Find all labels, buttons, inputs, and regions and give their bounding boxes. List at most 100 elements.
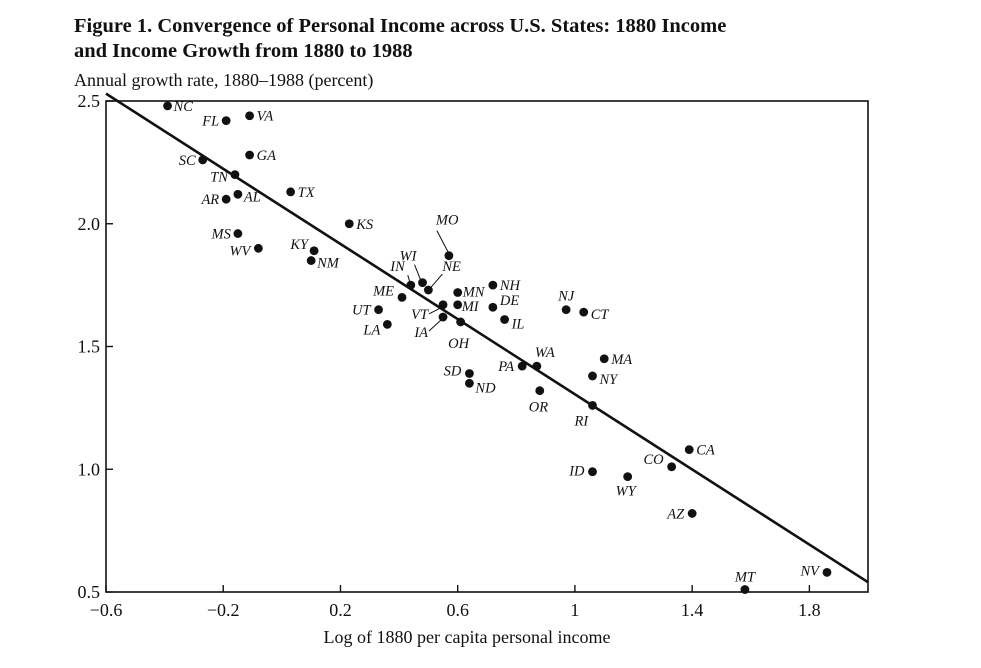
point-label-sc: SC	[179, 153, 196, 169]
point-label-nv: NV	[799, 563, 821, 579]
point-label-wv: WV	[229, 243, 252, 259]
data-point-wy	[623, 472, 633, 482]
point-label-la: LA	[362, 322, 380, 338]
point-label-wa: WA	[535, 345, 555, 361]
data-point-ny	[588, 371, 597, 381]
data-point-fl	[221, 116, 231, 126]
data-point-ky	[309, 246, 319, 256]
point-label-pa: PA	[497, 359, 514, 375]
point-label-va: VA	[257, 109, 274, 125]
data-point-ga	[245, 150, 255, 160]
y-tick-label: 0.5	[78, 582, 101, 602]
data-point-nj	[561, 305, 571, 315]
regression-line	[105, 92, 869, 584]
leader-line	[430, 273, 443, 289]
data-point-nh	[488, 280, 498, 290]
data-point-me	[397, 293, 407, 302]
data-point-ia	[438, 312, 448, 322]
figure-title-line-2: and Income Growth from 1880 to 1988	[74, 40, 413, 62]
data-point-nc	[163, 101, 172, 111]
point-label-ks: KS	[355, 217, 374, 233]
point-label-ar: AR	[200, 192, 219, 208]
point-label-co: CO	[643, 452, 664, 468]
data-point-tn	[230, 170, 240, 180]
point-label-wi: WI	[400, 249, 418, 265]
axis-ticks: −0.6 −0.2 0.2 0.6 1 1.4 1.8 0.5 1.0 1.5 2.0 2.5	[78, 91, 821, 620]
point-label-me: ME	[372, 283, 394, 299]
point-label-mo: MO	[435, 213, 459, 229]
x-tick-label: −0.2	[207, 600, 240, 620]
point-label-mi: MI	[461, 299, 480, 315]
y-tick-label: 2.5	[78, 91, 101, 111]
data-point-la	[382, 320, 392, 329]
data-point-vt	[438, 300, 448, 310]
point-label-oh: OH	[448, 336, 470, 352]
leader-line	[407, 274, 411, 283]
point-label-ma: MA	[610, 352, 632, 368]
data-point-id	[588, 467, 597, 477]
data-point-va	[245, 111, 255, 121]
data-point-tx	[286, 187, 296, 197]
data-point-ar	[221, 194, 231, 204]
point-label-id: ID	[568, 464, 585, 480]
y-tick-label: 1.5	[78, 337, 101, 357]
point-label-nj: NJ	[557, 289, 575, 305]
point-label-nm: NM	[316, 256, 340, 272]
point-label-mn: MN	[462, 284, 486, 300]
point-label-il: IL	[511, 316, 525, 332]
x-tick-label: −0.6	[90, 600, 123, 620]
data-point-pa	[517, 361, 527, 371]
data-point-or	[535, 386, 545, 396]
data-point-ut	[374, 305, 383, 315]
point-label-wy: WY	[616, 484, 638, 500]
data-point-nm	[306, 256, 316, 265]
x-tick-label: 0.6	[446, 600, 469, 620]
point-label-ri: RI	[574, 413, 590, 429]
data-point-ma	[599, 354, 609, 364]
data-point-ct	[579, 307, 589, 317]
data-point-al	[233, 189, 243, 199]
data-point-ms	[233, 229, 243, 238]
point-label-az: AZ	[666, 506, 685, 522]
point-label-ms: MS	[211, 227, 232, 243]
x-axis-title: Log of 1880 per capita personal income	[324, 627, 611, 647]
point-label-ia: IA	[413, 325, 428, 341]
data-point-mt	[740, 585, 750, 594]
point-label-ga: GA	[257, 148, 276, 164]
leader-line	[428, 307, 442, 315]
x-tick-label: 0.2	[329, 600, 352, 620]
data-point-mi	[453, 300, 463, 310]
data-point-ks	[344, 219, 354, 229]
point-label-ne: NE	[441, 259, 461, 275]
data-point-in	[406, 280, 416, 290]
point-label-mt: MT	[734, 570, 756, 586]
data-point-wi	[418, 278, 427, 288]
leader-line	[414, 264, 421, 280]
data-point-oh	[456, 317, 466, 327]
y-axis-title: Annual growth rate, 1880–1988 (percent)	[74, 70, 374, 90]
point-label-al: AL	[243, 189, 261, 205]
y-tick-label: 2.0	[78, 214, 101, 234]
data-point-wa	[532, 361, 542, 371]
figure-title-line-1: Figure 1. Convergence of Personal Income…	[74, 15, 727, 37]
data-point-mo	[444, 251, 454, 261]
data-point-nv	[822, 567, 832, 577]
data-point-ca	[684, 445, 694, 455]
data-point-nd	[465, 378, 474, 388]
x-tick-label: 1.8	[798, 600, 821, 620]
data-point-sc	[198, 155, 208, 165]
point-label-vt: VT	[411, 307, 429, 323]
y-tick-label: 1.0	[78, 459, 101, 479]
point-label-ut: UT	[352, 303, 371, 319]
point-label-nc: NC	[173, 99, 194, 115]
x-tick-label: 1	[570, 600, 579, 620]
figure-title: Figure 1. Convergence of Personal Income…	[74, 14, 834, 64]
x-tick-label: 1.4	[681, 600, 704, 620]
point-label-sd: SD	[444, 364, 462, 380]
leader-line	[436, 230, 450, 254]
data-point-de	[488, 302, 498, 312]
data-points	[163, 101, 832, 594]
point-label-ny: NY	[599, 372, 620, 388]
